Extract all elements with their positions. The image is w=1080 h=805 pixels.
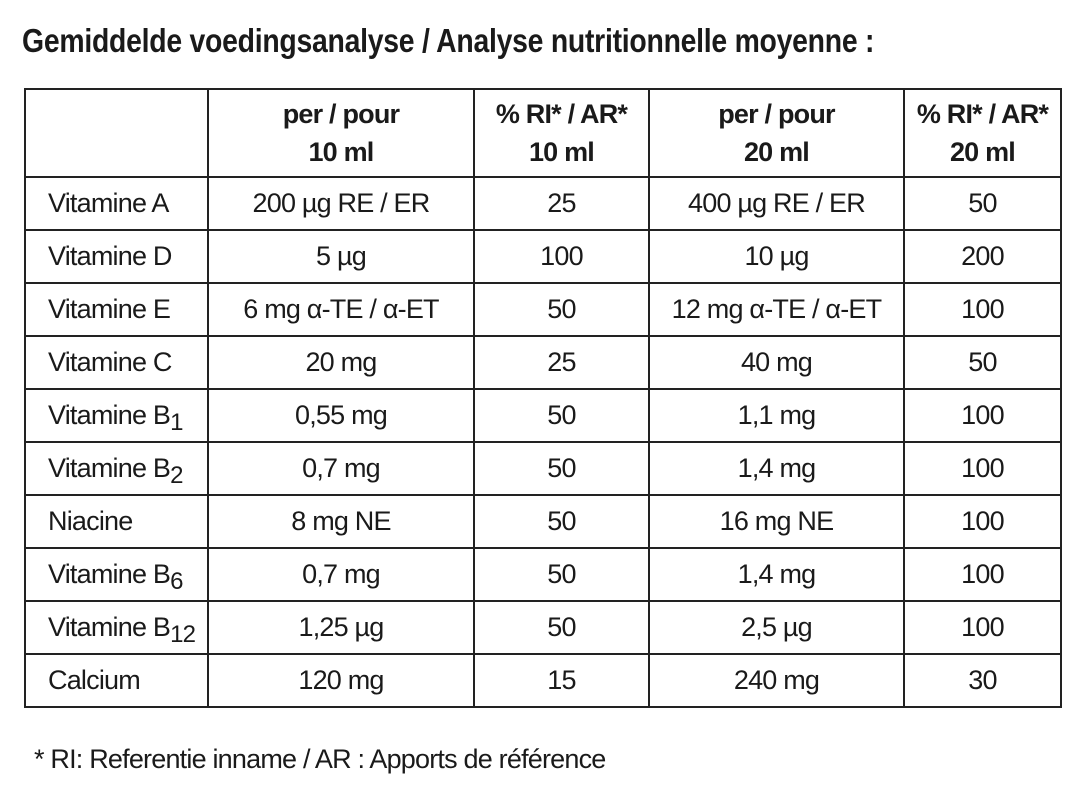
table-cell: 50 — [473, 441, 650, 496]
table-cell: 120 mg — [207, 653, 475, 708]
row-label: Vitamine A — [24, 176, 209, 231]
table-cell: 12 mg α-TE / α-ET — [648, 282, 905, 337]
header-line: 20 ml — [743, 137, 810, 167]
table-cell: 50 — [473, 600, 650, 655]
table-cell: 240 mg — [648, 653, 905, 708]
table-cell: 100 — [903, 494, 1062, 549]
table-cell: 8 mg NE — [207, 494, 475, 549]
row-label: Vitamine B1 — [24, 388, 209, 443]
row-label: Vitamine B12 — [24, 600, 209, 655]
table-cell: 400 µg RE / ER — [648, 176, 905, 231]
table-cell: 2,5 µg — [648, 600, 905, 655]
row-label: Vitamine B6 — [24, 547, 209, 602]
row-label: Vitamine E — [24, 282, 209, 337]
table-cell: 15 — [473, 653, 650, 708]
table-cell: 50 — [473, 388, 650, 443]
nutrient-name: Niacine — [48, 506, 133, 536]
nutrient-subscript: 1 — [170, 409, 183, 436]
header-row: per / pour 10 ml% RI* / AR* 10 ml per / pou… — [24, 88, 1062, 178]
nutrient-name: Vitamine B — [48, 559, 171, 589]
header-cell: per / pour 20 ml — [648, 88, 905, 178]
table-cell: 100 — [903, 388, 1062, 443]
table-cell: 50 — [903, 176, 1062, 231]
table-cell: 50 — [903, 335, 1062, 390]
row-label: Niacine — [24, 494, 209, 549]
table-cell: 50 — [473, 547, 650, 602]
nutrient-name: Vitamine B — [48, 612, 171, 642]
header-line: % RI* / AR* — [916, 99, 1049, 129]
header-line: per / pour — [282, 99, 400, 129]
header-line: 10 ml — [308, 137, 374, 167]
table-cell: 10 µg — [648, 229, 905, 284]
table-cell: 25 — [473, 335, 650, 390]
table-cell: 50 — [473, 494, 650, 549]
header-line: per / pour — [718, 99, 835, 129]
row-label: Vitamine D — [24, 229, 209, 284]
table-cell: 1,4 mg — [648, 441, 905, 496]
nutrient-name: Vitamine B — [48, 400, 171, 430]
table-cell: 20 mg — [207, 335, 475, 390]
table-cell: 6 mg α-TE / α-ET — [207, 282, 475, 337]
table-cell: 40 mg — [648, 335, 905, 390]
table-cell: 30 — [903, 653, 1062, 708]
table-row: Vitamine C 20 mg 25 40 mg 50 — [24, 335, 1062, 390]
table-cell: 25 — [473, 176, 650, 231]
table-cell: 0,7 mg — [207, 441, 475, 496]
table-row: Vitamine B6 0,7 mg 50 1,4 mg 100 — [24, 547, 1062, 602]
nutrient-subscript: 2 — [170, 462, 183, 489]
row-label: Vitamine C — [24, 335, 209, 390]
nutrient-name: Vitamine C — [48, 347, 172, 377]
nutrient-name: Vitamine E — [48, 294, 171, 324]
header-cell — [24, 88, 209, 178]
nutrient-name: Calcium — [48, 665, 141, 695]
row-label: Calcium — [24, 653, 209, 708]
table-cell: 100 — [903, 441, 1062, 496]
table-row: Vitamine B12 1,25 µg 50 2,5 µg 100 — [24, 600, 1062, 655]
table-cell: 0,7 mg — [207, 547, 475, 602]
header-line: 20 ml — [949, 137, 1016, 167]
nutrient-name: Vitamine A — [48, 188, 169, 218]
table-row: Niacine 8 mg NE 50 16 mg NE 100 — [24, 494, 1062, 549]
table-cell: 1,1 mg — [648, 388, 905, 443]
table-cell: 0,55 mg — [207, 388, 475, 443]
table-cell: 1,25 µg — [207, 600, 475, 655]
table-row: Vitamine B2 0,7 mg 50 1,4 mg 100 — [24, 441, 1062, 496]
nutrient-subscript: 6 — [170, 568, 183, 595]
table-row: Vitamine D 5 µg 100 10 µg 200 — [24, 229, 1062, 284]
table-row: Calcium 120 mg 15 240 mg 30 — [24, 653, 1062, 708]
table-cell: 200 — [903, 229, 1062, 284]
table-cell: 100 — [903, 547, 1062, 602]
table-cell: 50 — [473, 282, 650, 337]
title: Gemiddelde voedingsanalyse / Analyse nut… — [22, 22, 875, 59]
table-row: Vitamine B1 0,55 mg 50 1,1 mg 100 — [24, 388, 1062, 443]
nutrient-name: Vitamine B — [48, 453, 171, 483]
nutrient-subscript: 12 — [170, 621, 196, 648]
table-cell: 100 — [903, 282, 1062, 337]
table-row: Vitamine E 6 mg α-TE / α-ET 50 12 mg α-TE /… — [24, 282, 1062, 337]
table-cell: 16 mg NE — [648, 494, 905, 549]
nutrition-table: per / pour 10 ml% RI* / AR* 10 ml per / pou… — [24, 88, 1062, 708]
header-cell: per / pour 10 ml — [207, 88, 475, 178]
row-label: Vitamine B2 — [24, 441, 209, 496]
header-cell: % RI* / AR* 10 ml — [473, 88, 650, 178]
header-line: % RI* / AR* — [495, 99, 628, 129]
table-cell: 200 µg RE / ER — [207, 176, 475, 231]
table-cell: 1,4 mg — [648, 547, 905, 602]
footnote: * RI: Referentie inname / AR : Apports d… — [34, 744, 606, 774]
table-row: Vitamine A 200 µg RE / ER 25 400 µg RE / ER… — [24, 176, 1062, 231]
nutrient-name: Vitamine D — [48, 241, 172, 271]
table-cell: 5 µg — [207, 229, 475, 284]
table-cell: 100 — [903, 600, 1062, 655]
table-cell: 100 — [473, 229, 650, 284]
header-cell: % RI* / AR* 20 ml — [903, 88, 1062, 178]
header-line: 10 ml — [528, 137, 595, 167]
